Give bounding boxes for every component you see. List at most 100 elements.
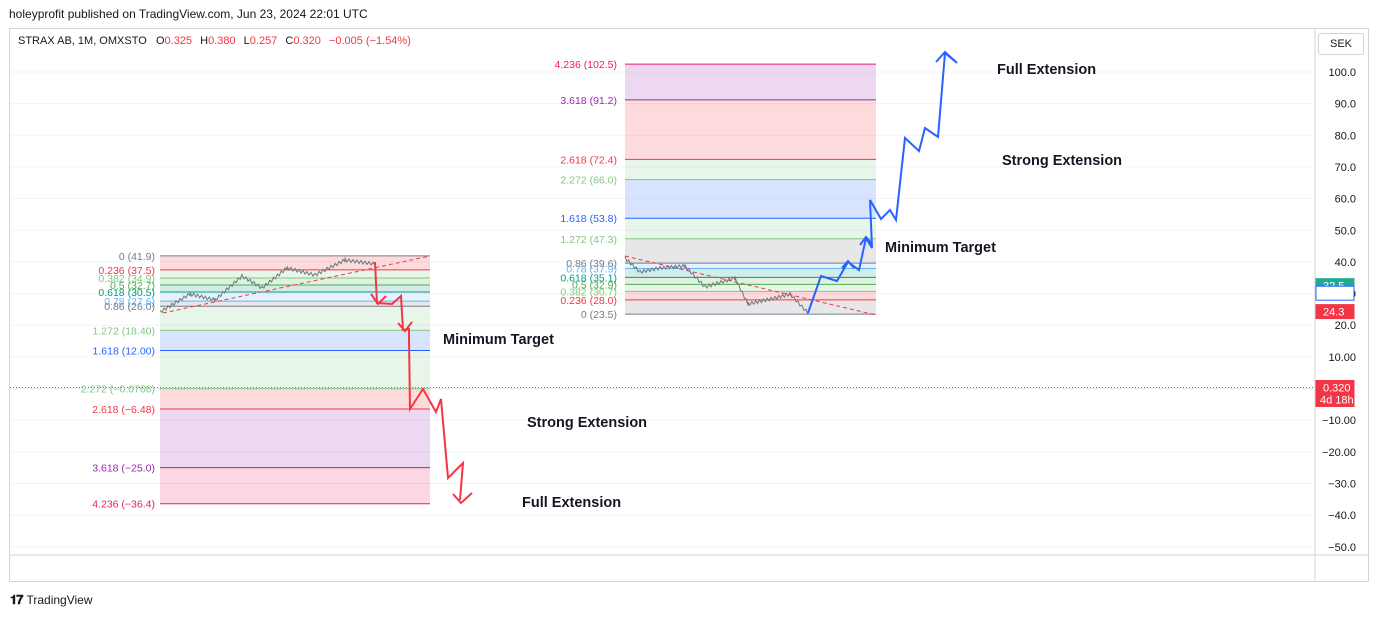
fib-left-zone — [160, 306, 430, 331]
arrow-down-icon — [452, 492, 473, 505]
fib-right-zone — [625, 99, 876, 160]
fib-left-level-label: 0 (41.9) — [119, 251, 155, 263]
chart-frame — [9, 28, 1369, 582]
fib-right-level-label: 2.272 (66.0) — [560, 175, 617, 187]
arrow-down-icon — [397, 321, 413, 333]
fib-right-zone — [625, 277, 876, 285]
fib-right-zone — [625, 299, 876, 315]
annotation-label: Minimum Target — [443, 332, 554, 348]
price-tag-label: 24.3 — [1323, 307, 1344, 319]
y-tick-label: 100.0 — [1328, 67, 1356, 79]
tradingview-logo-icon: 𝟏𝟕 — [10, 592, 24, 607]
fib-left-zone — [160, 269, 430, 279]
fib-right-level-label: 2.618 (72.4) — [560, 154, 617, 166]
fib-right-zone — [625, 268, 876, 278]
fib-left-level-label: 1.618 (12.00) — [93, 346, 155, 358]
change-value: −0.005 (−1.54%) — [328, 35, 411, 47]
arrow-up-icon — [935, 50, 957, 63]
annotation-label: Minimum Target — [885, 240, 996, 256]
symbol-label[interactable]: STRAX AB, 1M, OMXSTO — [18, 35, 147, 47]
low-value: 0.257 — [249, 35, 278, 47]
open-value: 0.325 — [164, 35, 193, 47]
fib-left-level-label: 0.618 (30.5) — [98, 287, 155, 299]
open-label: O — [155, 35, 165, 47]
y-tick-label: 50.0 — [1335, 225, 1356, 237]
y-tick-label: 10.00 — [1328, 352, 1356, 364]
fib-left-level-label: 2.618 (−6.48) — [92, 404, 155, 416]
y-tick-label: 60.0 — [1335, 194, 1356, 206]
high-value: 0.380 — [208, 35, 236, 47]
y-tick-label: 40.0 — [1335, 257, 1356, 269]
fib-right-zone — [625, 179, 876, 219]
fib-left-level-label: 0.382 (34.9) — [98, 273, 155, 285]
price-series-left — [159, 256, 376, 314]
fib-left-level-label: 2.272 (−0.0766) — [81, 384, 155, 396]
fib-left-level-label: 3.618 (−25.0) — [92, 463, 155, 475]
arrow-down-icon — [370, 293, 387, 306]
arrow-up-icon — [859, 235, 873, 246]
y-tick-label: −30.0 — [1328, 478, 1356, 490]
fib-left-zone — [160, 255, 430, 270]
price-series-right — [624, 256, 809, 315]
y-tick-label: −20.00 — [1322, 447, 1356, 459]
fib-right-level-label: 0 (23.5) — [581, 309, 617, 321]
fib-left-zone — [160, 330, 430, 351]
fib-right-zone — [625, 263, 876, 269]
close-label: C — [285, 35, 294, 47]
price-tag — [1315, 304, 1355, 320]
currency-button[interactable]: SEK — [1318, 33, 1364, 55]
fib-right-zone — [625, 159, 876, 180]
fib-left-zone — [160, 278, 430, 286]
trendline-left — [162, 255, 431, 314]
fib-right-level-label: 0.86 (39.6) — [566, 258, 617, 270]
fib-right-zone — [625, 291, 876, 300]
publish-info: holeyprofit published on TradingView.com… — [9, 7, 368, 21]
annotation-label: Full Extension — [997, 62, 1096, 78]
fib-left-zone — [160, 350, 430, 389]
fib-right-zone — [625, 64, 876, 100]
projection-path-up — [807, 51, 958, 314]
y-tick-label: 80.0 — [1335, 130, 1356, 142]
arrow-up-icon — [841, 259, 855, 269]
fib-left-zone — [160, 467, 430, 504]
fib-left-zone — [160, 291, 430, 302]
fib-right-level-label: 1.618 (53.8) — [560, 213, 617, 225]
fib-right-level-label: 0.5 (32.9) — [572, 279, 617, 291]
high-label: H — [200, 35, 209, 47]
fib-left-zone — [160, 409, 430, 468]
fib-right-zone — [625, 218, 876, 239]
tradingview-brand-label: TradingView — [26, 593, 93, 607]
fib-left-level-label: 0.78 (27.6) — [104, 296, 155, 308]
fib-left-zone — [160, 301, 430, 307]
y-tick-label: −40.0 — [1328, 510, 1356, 522]
fib-right-level-label: 4.236 (102.5) — [555, 59, 617, 71]
y-tick-label: −50.0 — [1328, 542, 1356, 554]
fib-right-level-label: 3.618 (91.2) — [560, 95, 617, 107]
price-tag — [1315, 285, 1355, 301]
y-tick-label: 20.0 — [1335, 320, 1356, 332]
price-tag-countdown: 4d 18h — [1320, 394, 1354, 406]
fib-left-level-label: 4.236 (−36.4) — [92, 499, 155, 511]
trendline-right — [624, 255, 877, 316]
footer-brand: 𝟏𝟕 TradingView — [10, 592, 93, 608]
price-tag-label: 30.1 — [1323, 288, 1344, 300]
chart-canvas[interactable]: 100.090.080.070.060.050.040.030.020.010.… — [0, 0, 1379, 590]
close-value: 0.320 — [293, 35, 321, 47]
low-label: L — [243, 35, 250, 47]
price-tag-label: 0.320 — [1323, 382, 1351, 394]
fib-right-level-label: 0.78 (37.9) — [566, 264, 617, 276]
fib-left-zone — [160, 285, 430, 292]
fib-right-level-label: 0.382 (30.7) — [560, 286, 617, 298]
fib-left-level-label: 0.5 (32.7) — [110, 280, 155, 292]
fib-left-level-label: 0.86 (26.0) — [104, 301, 155, 313]
fib-right-zone — [625, 284, 876, 292]
y-tick-label: 90.0 — [1335, 99, 1356, 111]
y-tick-label: −10.00 — [1322, 415, 1356, 427]
annotation-label: Strong Extension — [1002, 153, 1122, 169]
fib-left-level-label: 1.272 (18.40) — [93, 325, 155, 337]
fib-left-zone — [160, 388, 430, 410]
fib-left-level-label: 0.236 (37.5) — [98, 265, 155, 277]
ohlc-legend: STRAX AB, 1M, OMXSTO O0.325 H0.380 L0.25… — [18, 35, 411, 47]
y-tick-label: 70.0 — [1335, 162, 1356, 174]
fib-right-level-label: 0.236 (28.0) — [560, 295, 617, 307]
